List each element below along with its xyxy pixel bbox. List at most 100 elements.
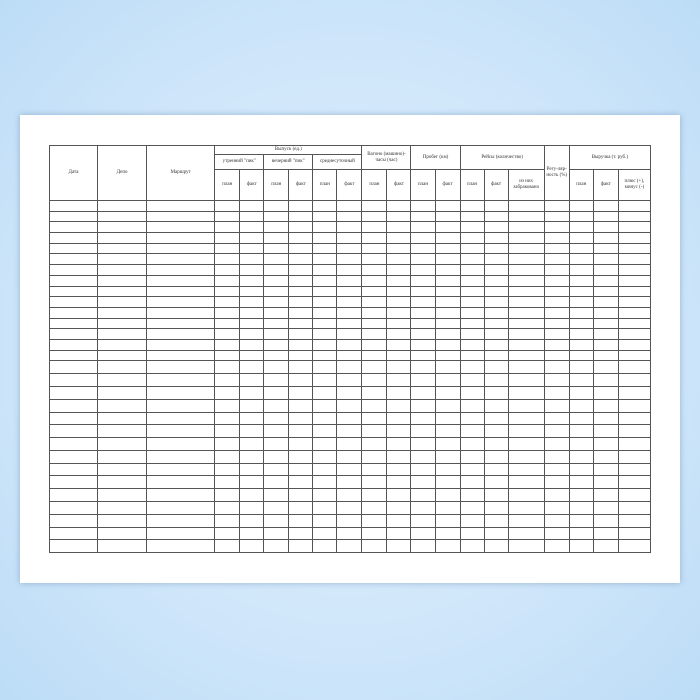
table-row: [48, 317, 652, 330]
table-cell: [361, 501, 388, 515]
table-cell: [592, 449, 619, 464]
table-cell: [336, 385, 363, 400]
table-cell: [592, 274, 619, 287]
header-daily-avg: среднесуточный: [312, 154, 363, 170]
header-cancelled: из них забраковано: [507, 169, 545, 201]
table-cell: [543, 373, 570, 387]
table-cell: [97, 424, 148, 439]
table-cell: [288, 338, 314, 351]
table-cell: [336, 328, 363, 340]
table-cell: [263, 424, 290, 439]
table-cell: [312, 200, 338, 212]
table-cell: [568, 513, 594, 528]
table-cell: [312, 488, 338, 503]
table-row: [48, 210, 652, 223]
table-cell: [361, 285, 388, 298]
table-cell: [312, 296, 338, 308]
table-cell: [386, 437, 412, 451]
table-cell: [48, 253, 99, 266]
table-cell: [239, 221, 265, 234]
table-cell: [507, 232, 545, 244]
table-cell: [312, 242, 338, 255]
table-cell: [97, 210, 148, 223]
table-row: [48, 373, 652, 387]
table-cell: [434, 306, 461, 319]
header-plan: план: [214, 169, 241, 201]
table-cell: [48, 232, 99, 244]
table-row: [48, 462, 652, 477]
table-cell: [361, 264, 388, 276]
table-cell: [483, 513, 509, 528]
header-release: Выпуск (ед.): [214, 145, 363, 155]
table-cell: [617, 349, 652, 362]
table-cell: [483, 338, 509, 351]
table-cell: [507, 475, 545, 490]
header-regularity: Регу-ляр-ность (%): [543, 145, 570, 201]
table-cell: [288, 398, 314, 413]
table-cell: [483, 373, 509, 387]
table-cell: [507, 306, 545, 319]
table-cell: [617, 274, 652, 287]
table-cell: [507, 253, 545, 266]
table-cell: [146, 221, 216, 234]
table-cell: [410, 264, 436, 276]
table-cell: [617, 539, 652, 554]
table-cell: [543, 285, 570, 298]
table-cell: [97, 373, 148, 387]
table-cell: [239, 462, 265, 477]
table-cell: [410, 242, 436, 255]
table-cell: [361, 349, 388, 362]
table-cell: [336, 210, 363, 223]
table-row: [48, 398, 652, 413]
table-cell: [459, 200, 485, 212]
table-cell: [146, 526, 216, 541]
table-cell: [214, 385, 241, 400]
table-cell: [592, 373, 619, 387]
table-cell: [263, 437, 290, 451]
table-cell: [97, 437, 148, 451]
table-cell: [97, 539, 148, 554]
table-cell: [507, 210, 545, 223]
table-cell: [592, 513, 619, 528]
table-cell: [48, 475, 99, 490]
table-cell: [263, 385, 290, 400]
table-cell: [312, 360, 338, 375]
table-row: [48, 296, 652, 308]
table-cell: [97, 328, 148, 340]
table-cell: [146, 539, 216, 554]
table-cell: [48, 349, 99, 362]
table-cell: [288, 253, 314, 266]
header-fact: факт: [434, 169, 461, 201]
table-cell: [592, 398, 619, 413]
table-cell: [592, 488, 619, 503]
table-cell: [146, 210, 216, 223]
table-cell: [263, 398, 290, 413]
table-cell: [288, 501, 314, 515]
table-cell: [617, 306, 652, 319]
table-cell: [97, 449, 148, 464]
table-cell: [48, 424, 99, 439]
table-row: [48, 253, 652, 266]
table-cell: [239, 232, 265, 244]
table-cell: [48, 210, 99, 223]
table-cell: [312, 526, 338, 541]
table-cell: [483, 296, 509, 308]
table-cell: [568, 200, 594, 212]
table-cell: [617, 317, 652, 330]
table-cell: [361, 360, 388, 375]
table-cell: [263, 242, 290, 255]
table-cell: [97, 360, 148, 375]
table-cell: [568, 411, 594, 426]
table-cell: [592, 501, 619, 515]
table-cell: [434, 317, 461, 330]
table-cell: [568, 221, 594, 234]
table-cell: [146, 317, 216, 330]
table-cell: [434, 210, 461, 223]
table-cell: [361, 513, 388, 528]
table-cell: [568, 398, 594, 413]
table-row: [48, 221, 652, 234]
table-cell: [543, 488, 570, 503]
table-cell: [336, 285, 363, 298]
table-cell: [263, 232, 290, 244]
table-cell: [48, 296, 99, 308]
